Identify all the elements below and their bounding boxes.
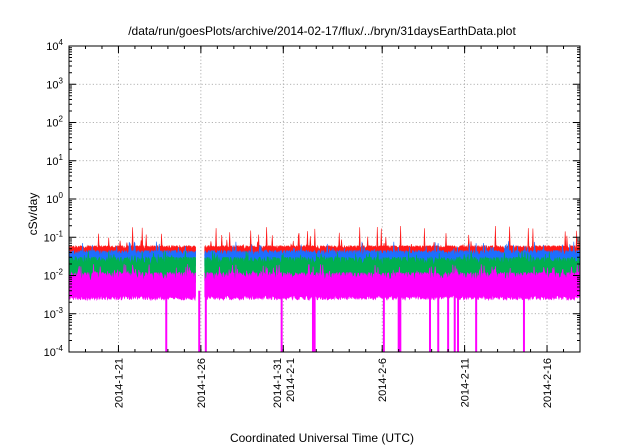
x-tick-label: 2014-1-26 xyxy=(196,358,208,408)
x-tick-label: 2014-1-31 xyxy=(272,358,284,408)
y-tick-label: 100 xyxy=(46,191,63,206)
y-tick-label: 10-2 xyxy=(44,268,64,283)
y-tick-label: 101 xyxy=(46,153,63,168)
y-tick-label: 102 xyxy=(46,115,63,130)
x-tick-label: 2014-2-11 xyxy=(460,358,472,407)
y-tick-label: 10-4 xyxy=(44,344,64,359)
y-tick-label: 103 xyxy=(46,76,63,91)
data-series xyxy=(68,225,581,352)
chart-title: /data/run/goesPlots/archive/2014-02-17/f… xyxy=(128,24,516,38)
x-axis-label: Coordinated Universal Time (UTC) xyxy=(230,431,414,445)
y-tick-label: 10-1 xyxy=(44,229,64,244)
series-band xyxy=(68,264,196,302)
axes: 10-4 10-3 10-2 10-1 100 101 102 103 104 2014-1-21… xyxy=(44,38,581,408)
x-tick-label: 2014-2-16 xyxy=(542,358,554,408)
y-tick-label: 10-3 xyxy=(44,306,64,321)
x-tick-label: 2014-2-6 xyxy=(377,358,389,402)
y-tick-label: 104 xyxy=(46,38,63,53)
x-tick-label: 2014-1-21 xyxy=(113,358,125,408)
y-axis-label: cSv/day xyxy=(26,193,40,236)
grid xyxy=(69,46,580,352)
x-tick-label: 2014-2-1 xyxy=(285,358,297,402)
